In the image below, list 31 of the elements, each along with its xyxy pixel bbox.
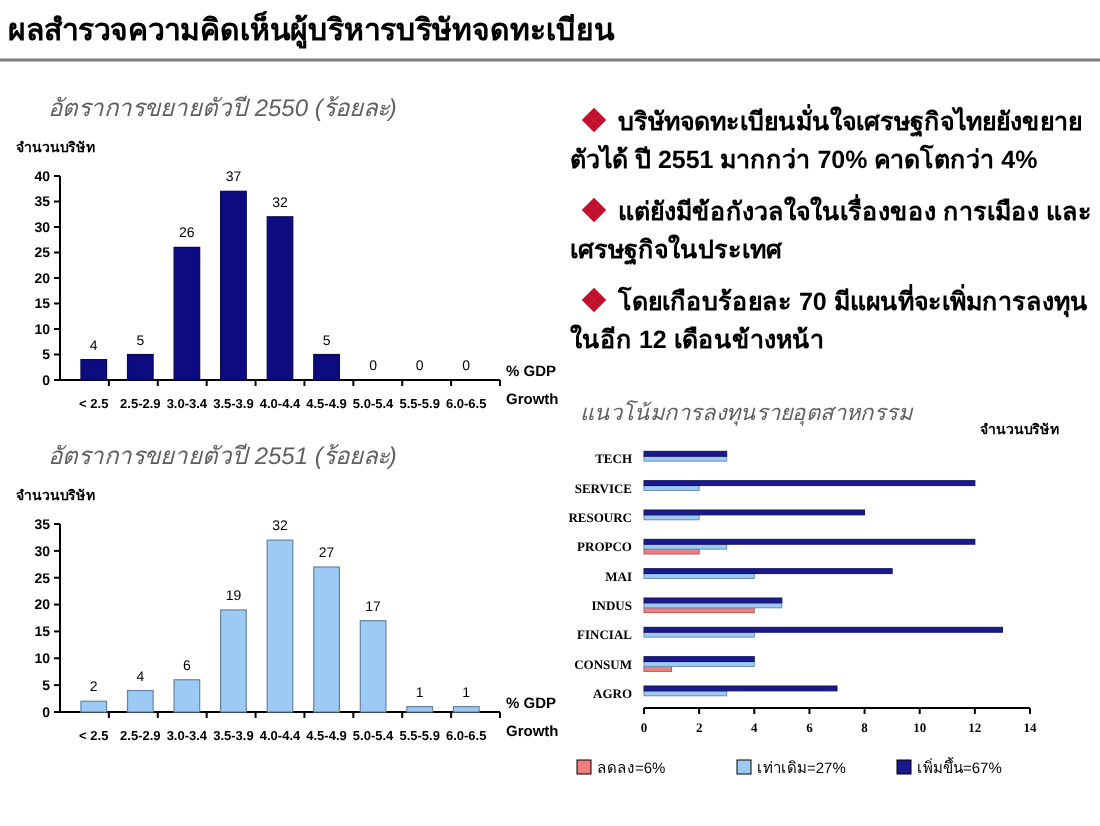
bar [173, 246, 201, 381]
text: แต่ยังมีข้อกังวลใจในเรื่องของ การเมือง และเศรษฐกิจในประเทศ [570, 194, 1094, 269]
bar [266, 539, 294, 713]
bar [643, 538, 976, 545]
bar [80, 359, 108, 381]
chart-title: อัตราการขยายตัวปี 2551 (ร้อยละ) [48, 442, 397, 470]
bar [643, 480, 976, 487]
bar [643, 685, 838, 692]
bar [359, 620, 387, 713]
chart-title: แนวโน้มการลงทุนรายอุตสาหกรรม [580, 400, 914, 426]
bar [406, 706, 434, 713]
bar [173, 679, 201, 713]
bar [643, 597, 783, 604]
bar [452, 706, 480, 713]
bar [643, 450, 728, 457]
bar [643, 509, 866, 516]
bar [126, 689, 154, 713]
bar [126, 353, 154, 381]
bar [80, 700, 108, 713]
text: โดยเกือบร้อยละ 70 มีแผนที่จะเพิ่มการลงทุนในอีก 12 เดือนข้างหน้า [570, 284, 1090, 358]
bar [220, 609, 247, 713]
bar [643, 626, 1003, 633]
bar [313, 353, 340, 381]
text: ผลสำรวจความคิดเห็นผู้บริหารบริษัทจดทะเบียน [8, 10, 616, 50]
chart-title: อัตราการขยายตัวปี 2550 (ร้อยละ) [48, 94, 397, 122]
text: บริษัทจดทะเบียนมั่นใจเศรษฐกิจไทยยังขยายตัวได้ ปี 2551 มากกว่า 70% คาดโตกว่า 4% [570, 104, 1084, 178]
bar [643, 568, 893, 575]
bar [643, 656, 755, 663]
bar [220, 190, 247, 381]
bar [313, 566, 340, 713]
bar [266, 216, 294, 381]
